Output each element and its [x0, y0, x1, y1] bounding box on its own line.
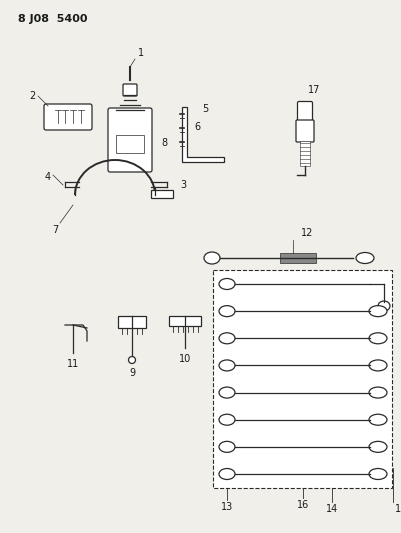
Text: 15: 15 [395, 504, 401, 514]
Ellipse shape [369, 333, 387, 344]
Text: 3: 3 [180, 180, 186, 190]
Ellipse shape [369, 305, 387, 317]
Bar [118, 316, 146, 328]
Bar [116, 135, 144, 153]
Text: 4: 4 [45, 172, 51, 182]
Ellipse shape [204, 252, 220, 264]
Text: 7: 7 [52, 225, 58, 235]
Ellipse shape [219, 333, 235, 344]
Ellipse shape [378, 301, 390, 311]
Text: 16: 16 [297, 500, 309, 510]
Text: 8 J08  5400: 8 J08 5400 [18, 14, 87, 24]
Ellipse shape [369, 360, 387, 371]
Text: 11: 11 [67, 359, 79, 369]
FancyBboxPatch shape [123, 84, 137, 96]
Ellipse shape [356, 253, 374, 263]
Ellipse shape [219, 469, 235, 480]
Ellipse shape [369, 387, 387, 398]
Text: 12: 12 [301, 228, 313, 238]
Text: 14: 14 [326, 504, 338, 514]
Bar [151, 190, 173, 198]
Text: 13: 13 [221, 502, 233, 512]
Ellipse shape [369, 469, 387, 480]
Ellipse shape [219, 360, 235, 371]
FancyBboxPatch shape [44, 104, 92, 130]
FancyBboxPatch shape [296, 120, 314, 142]
Ellipse shape [128, 357, 136, 364]
Ellipse shape [219, 279, 235, 289]
Text: 5: 5 [202, 104, 208, 114]
Bar [213, 270, 392, 488]
Ellipse shape [219, 441, 235, 453]
Text: 9: 9 [129, 368, 135, 378]
FancyBboxPatch shape [108, 108, 152, 172]
Text: 10: 10 [179, 354, 191, 364]
Polygon shape [182, 107, 224, 162]
Ellipse shape [219, 305, 235, 317]
FancyBboxPatch shape [298, 101, 312, 123]
Ellipse shape [219, 414, 235, 425]
Bar [280, 253, 316, 263]
Bar [300, 141, 310, 166]
Text: 2: 2 [30, 91, 36, 101]
Text: 6: 6 [194, 122, 200, 132]
Bar [169, 316, 201, 326]
Text: 1: 1 [138, 48, 144, 58]
Text: 17: 17 [308, 85, 320, 95]
Ellipse shape [219, 387, 235, 398]
Ellipse shape [369, 441, 387, 453]
Ellipse shape [369, 414, 387, 425]
Text: 8: 8 [162, 138, 168, 148]
